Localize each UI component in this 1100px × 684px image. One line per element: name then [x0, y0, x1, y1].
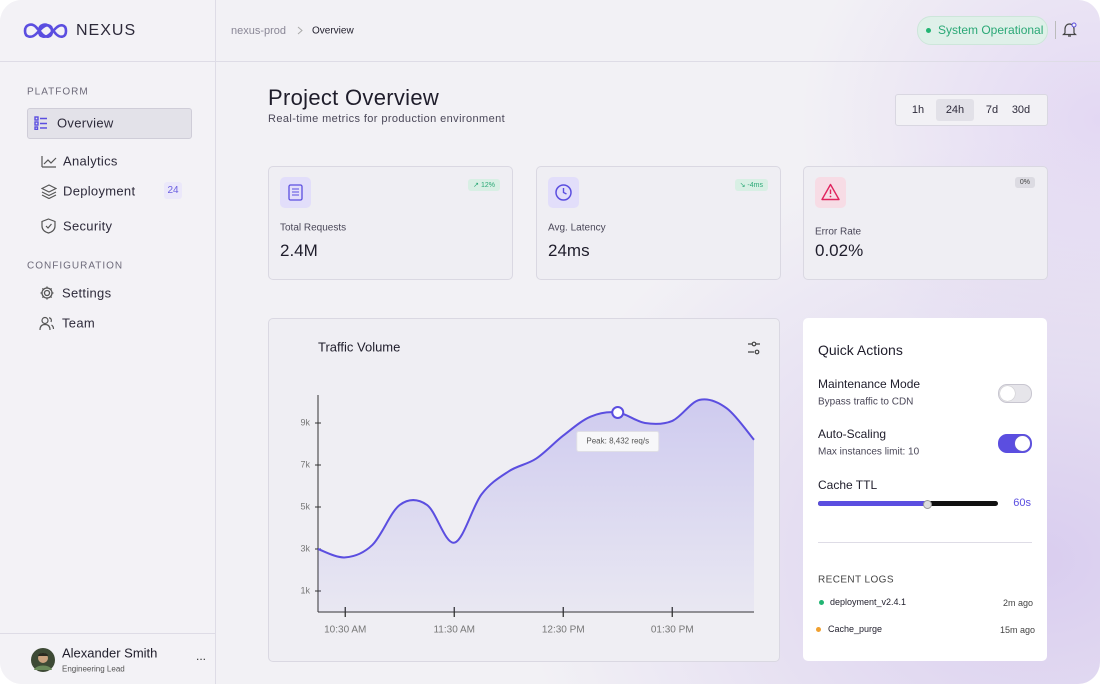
log-time: 2m ago [1002, 598, 1033, 608]
chart-title: Traffic Volume [318, 339, 400, 354]
stat-change: ↗ 12% [468, 179, 500, 191]
range-button[interactable]: 7d [985, 104, 999, 116]
divider [0, 61, 1100, 62]
divider [1055, 21, 1056, 39]
slider-fill [818, 501, 927, 506]
quick-actions-card: Quick Actions Maintenance Mode Bypass tr… [803, 318, 1047, 661]
annotation-box [576, 431, 660, 452]
log-dot [819, 600, 824, 605]
status-text: System Operational [938, 23, 1044, 37]
section-title: CONFIGURATION [27, 260, 124, 272]
stat-icon [280, 177, 311, 208]
user-role: Engineering Lead [62, 664, 125, 674]
nav-badge: 24 [164, 182, 182, 199]
icon [41, 156, 57, 168]
range-selector: 1h 24h 7d 30d [895, 94, 1048, 126]
divider [0, 633, 215, 634]
stat-change: ↘ -4ms [734, 179, 768, 191]
chevron [297, 26, 303, 35]
toggle-description: Bypass traffic to CDN [818, 396, 914, 408]
divider [818, 542, 1032, 543]
stat-value: 2.4M [280, 241, 318, 260]
range-button[interactable]: 30d [1011, 104, 1031, 116]
nav-item[interactable]: Overview [57, 115, 114, 131]
breadcrumb: nexus-prod [231, 25, 287, 37]
nav-item[interactable]: Deployment [63, 183, 136, 199]
y-tick-label: 5k [300, 501, 310, 511]
peak-marker [611, 406, 625, 419]
slider-value: 60s [1013, 497, 1031, 509]
x-tick-label: 01:30 PM [651, 625, 694, 636]
status-dot [926, 28, 931, 33]
icon [41, 218, 56, 234]
stat-card: ↘ -4ms Avg. Latency 24ms [536, 166, 781, 280]
toggle-label: Maintenance Mode [818, 377, 921, 391]
log-dot [816, 627, 821, 632]
icon [40, 286, 54, 300]
notifications[interactable] [1062, 22, 1077, 38]
stat-label: Total Requests [280, 222, 347, 234]
annotation: Peak: 8,432 req/s [586, 437, 649, 446]
stat-label: Error Rate [815, 226, 862, 238]
page-subtitle: Real-time metrics for production environ… [268, 113, 506, 125]
filter-icon[interactable] [748, 341, 760, 355]
y-tick-label: 9k [300, 417, 310, 427]
nav-item[interactable]: Analytics [63, 153, 118, 169]
avatar [31, 648, 55, 672]
stat-value: 24ms [548, 241, 590, 260]
toggle-label: Auto-Scaling [818, 427, 887, 441]
stat-label: Avg. Latency [548, 222, 606, 234]
section-title: PLATFORM [27, 86, 89, 98]
nav-item[interactable]: Team [62, 315, 95, 331]
line [317, 398, 755, 559]
toggle-knob [1000, 386, 1015, 401]
y-tick-label: 1k [300, 585, 310, 595]
breadcrumb: Overview [312, 25, 354, 37]
stat-icon [815, 177, 846, 208]
slider-label: Cache TTL [818, 478, 878, 492]
user-menu[interactable]: ... [196, 649, 207, 663]
stat-card: 0% Error Rate 0.02% [803, 166, 1048, 280]
toggle-description: Max instances limit: 10 [818, 446, 920, 458]
toggle[interactable] [998, 434, 1032, 453]
logo [23, 23, 68, 38]
icon [39, 316, 55, 331]
slider-thumb[interactable] [923, 500, 932, 509]
user-name: Alexander Smith [62, 645, 158, 661]
range-button[interactable]: 24h [936, 99, 974, 121]
area [318, 399, 754, 612]
y-tick-label: 7k [300, 459, 310, 469]
x-tick-label: 11:30 AM [433, 625, 475, 636]
log-name: deployment_v2.4.1 [830, 597, 907, 607]
x-tick-label: 10:30 AM [324, 625, 366, 636]
toggle-knob [1015, 436, 1030, 451]
brand: NEXUS [76, 22, 137, 39]
stat-change: 0% [1014, 177, 1035, 188]
x-tick-label: 12:30 PM [542, 625, 585, 636]
page-title: Project Overview [268, 85, 440, 110]
status-pill [917, 16, 1048, 45]
log-time: 15m ago [999, 625, 1035, 635]
y-tick-label: 3k [300, 543, 310, 553]
stat-value: 0.02% [815, 241, 864, 260]
nav-item[interactable]: Settings [62, 285, 112, 301]
toggle[interactable] [998, 384, 1032, 403]
logs-title: RECENT LOGS [818, 574, 894, 586]
nav-active [27, 108, 192, 139]
icon [41, 184, 57, 199]
range-button[interactable]: 1h [911, 104, 925, 116]
icon [34, 116, 47, 130]
stat-icon [548, 177, 579, 208]
nav-item[interactable]: Security [63, 218, 113, 234]
log-name: Cache_purge [828, 624, 883, 634]
card-title: Quick Actions [818, 342, 903, 358]
stat-card: ↗ 12% Total Requests 2.4M [268, 166, 513, 280]
